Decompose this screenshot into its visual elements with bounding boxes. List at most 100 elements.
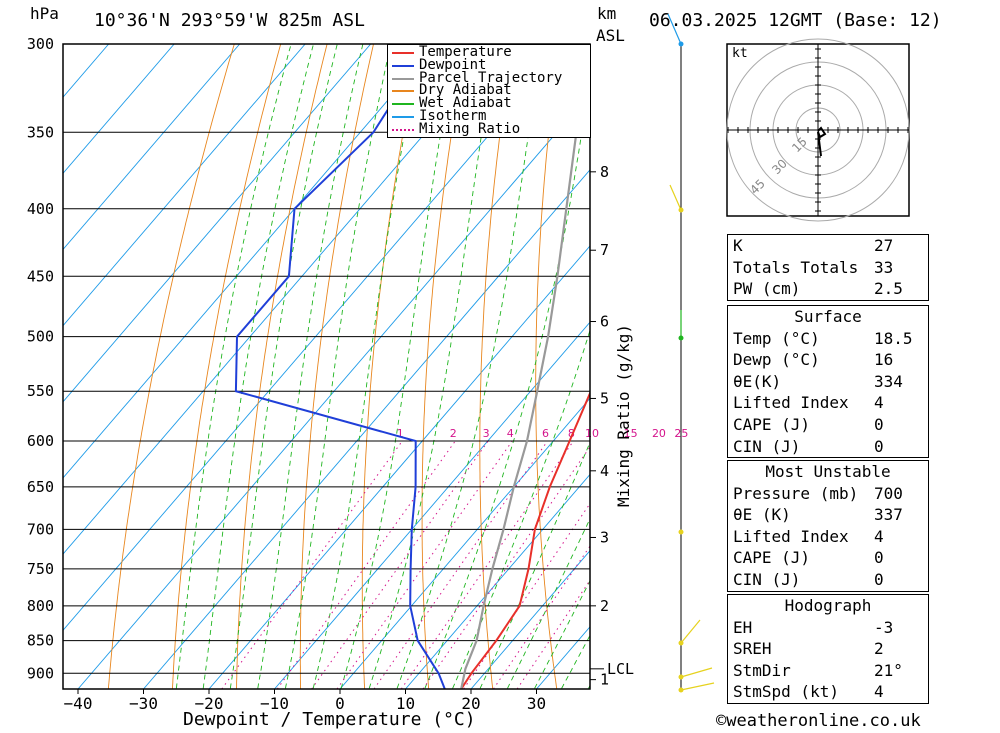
wet-adiabat-line: [396, 44, 543, 689]
stat-row: StmSpd (kt) 4: [728, 681, 928, 703]
mixing-ratio-label: 4: [507, 427, 514, 440]
dry-adiabat-line: [361, 44, 421, 689]
stat-row: Lifted Index 4: [728, 392, 928, 414]
legend-swatch: [392, 116, 414, 118]
stat-value: 18.5: [874, 328, 913, 348]
mixing-ratio-label: 10: [585, 427, 599, 440]
legend-item: Isotherm: [388, 108, 588, 124]
height-tick-label: 1: [600, 671, 609, 689]
stat-label: Temp (°C): [733, 328, 820, 348]
dewpoint-line: [234, 44, 446, 689]
stat-row: Pressure (mb) 700: [728, 483, 928, 505]
stat-row: Lifted Index 4: [728, 526, 928, 548]
stat-value: 0: [874, 548, 884, 568]
stat-label: CAPE (J): [733, 548, 811, 568]
legend-label: Parcel Trajectory: [419, 69, 563, 86]
isotherm-line: [63, 44, 372, 403]
legend-label: Dry Adiabat: [419, 82, 512, 99]
isotherm-line: [274, 321, 590, 689]
stat-row: θE(K) 334: [728, 371, 928, 393]
legend-swatch: [392, 90, 414, 93]
height-tick-label: 6: [600, 313, 609, 331]
pressure-tick-label: 900: [27, 664, 54, 682]
stat-value: 0: [874, 414, 884, 434]
legend-swatch: [392, 128, 414, 131]
legend-swatch: [392, 103, 414, 106]
height-tick-label: 2: [600, 597, 609, 615]
legend-item: Dewpoint: [388, 58, 588, 72]
wet-adiabat-line: [284, 44, 392, 689]
x-tick-label: 30: [527, 694, 546, 713]
stat-value: 4: [874, 526, 884, 546]
x-tick-label: 0: [335, 694, 345, 713]
wet-adiabat-line: [175, 44, 292, 689]
dry-adiabat-line: [171, 44, 282, 689]
wind-barb: [680, 619, 701, 644]
wet-adiabat-line: [257, 44, 364, 689]
height-tick-label: 8: [600, 163, 609, 181]
indices-panel: K 27 Totals Totals 33 PW (cm) 2.5: [727, 234, 929, 301]
stat-label: SREH: [733, 639, 772, 659]
pressure-tick-label: 500: [27, 328, 54, 346]
hodograph-stats-panel: Hodograph EH -3 SREH 2 StmDir 21° StmSpd (kt) 4: [727, 594, 929, 704]
stat-row: CAPE (J) 0: [728, 547, 928, 569]
panel-title: Most Unstable: [765, 462, 891, 481]
stat-value: 27: [874, 236, 894, 255]
height-tick-label: 4: [600, 462, 609, 480]
stat-label: K: [733, 236, 743, 255]
stat-label: Totals Totals: [733, 257, 859, 277]
stat-value: 4: [874, 393, 884, 413]
hodograph-unit: kt: [732, 46, 748, 61]
wind-barb: [680, 667, 713, 678]
stat-label: Dewp (°C): [733, 350, 820, 370]
mixing-ratio-label: 1: [397, 427, 404, 440]
stat-value: 21°: [874, 660, 903, 680]
x-tick-label: 20: [461, 694, 480, 713]
legend-item: Mixing Ratio: [388, 122, 588, 136]
x-tick-label: 10: [396, 694, 415, 713]
height-tick-label: 3: [600, 528, 609, 546]
wet-adiabat-line: [479, 441, 590, 689]
dry-adiabat-line: [421, 44, 467, 689]
temperature-line: [460, 390, 590, 689]
stat-label: Lifted Index: [733, 526, 849, 546]
legend-label: Isotherm: [419, 108, 487, 124]
panel-title: Surface: [794, 307, 862, 326]
legend-swatch: [392, 52, 414, 54]
isotherm-line: [63, 44, 241, 251]
isotherm-line: [143, 169, 590, 689]
location-title: 10°36'N 293°59'W 825m ASL: [94, 10, 365, 31]
dry-adiabat-line: [535, 44, 560, 689]
x-tick-label: −40: [64, 694, 93, 713]
dry-adiabat-line: [931, 44, 1000, 689]
x-axis-title: Dewpoint / Temperature (°C): [183, 709, 476, 730]
dry-adiabat-line: [642, 44, 685, 689]
x-tick-label: −20: [195, 694, 224, 713]
isotherm-line: [63, 44, 175, 174]
mixing-ratio-label: 8: [568, 427, 575, 440]
isotherm-line: [405, 473, 590, 689]
isotherm-line: [339, 397, 590, 689]
mixing-ratio-label: 3: [483, 427, 490, 440]
stat-row: Dewp (°C) 16: [728, 349, 928, 371]
stat-value: 700: [874, 483, 903, 503]
wet-adiabat-line: [424, 77, 590, 689]
mixing-ratio-line: [422, 445, 590, 689]
dry-adiabat-line: [977, 44, 1000, 689]
dry-adiabat-line: [479, 44, 514, 689]
dry-adiabat-line: [299, 44, 374, 689]
mixing-ratio-axis-title: Mixing Ratio (g/kg): [614, 323, 633, 507]
stat-label: CIN (J): [733, 569, 801, 589]
parcel-trajectory-line: [460, 44, 588, 689]
stat-label: CIN (J): [733, 436, 801, 456]
pressure-tick-label: 400: [27, 200, 54, 218]
stat-value: 33: [874, 257, 894, 277]
chart-legend: Temperature Dewpoint Parcel Trajectory Dry …: [387, 44, 591, 138]
stat-row: StmDir 21°: [728, 660, 928, 682]
pressure-tick-label: 700: [27, 520, 54, 538]
wet-adiabat-line: [534, 579, 590, 689]
isotherm-line: [63, 44, 306, 327]
isotherm-line: [63, 44, 437, 479]
panel-title: Hodograph: [784, 596, 872, 615]
